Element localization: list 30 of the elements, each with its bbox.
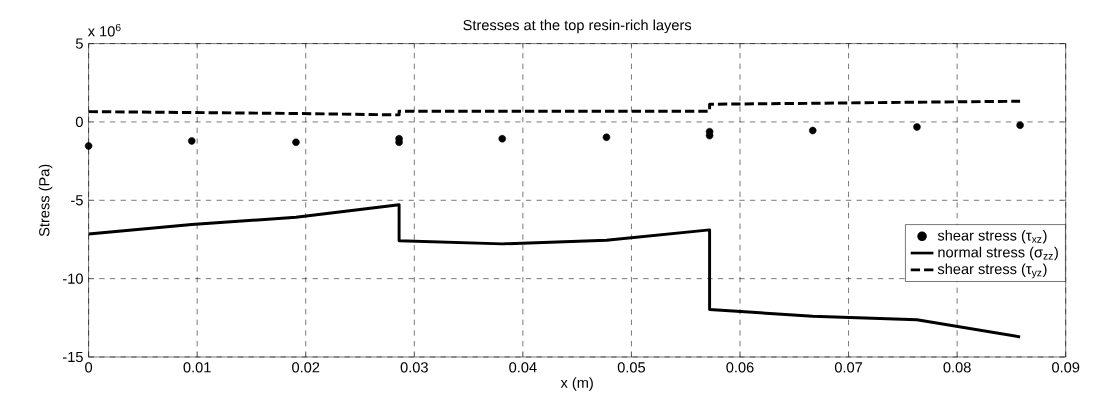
point: [84, 142, 93, 150]
x-axis-title: x (m): [560, 377, 593, 391]
y-tick-label: -5: [71, 195, 83, 206]
x-tick-label: 0.09: [1052, 362, 1080, 373]
x-tick-label: 0.04: [509, 362, 537, 373]
x-tick-label: 0.05: [617, 362, 646, 373]
x-tick-label: 0: [85, 362, 93, 373]
x-tick-label: 0.02: [292, 362, 320, 373]
point: [913, 123, 921, 131]
text: x 10$^{6}$: [87, 23, 121, 37]
point: [292, 138, 300, 147]
x-tick-label: 0.08: [943, 362, 971, 373]
point: [1016, 121, 1024, 129]
legend-label: normal stress (σ$_{zz}$): [938, 246, 1058, 261]
y-tick-label: 5: [75, 38, 83, 49]
x-tick-label: 0.07: [834, 362, 863, 373]
x-tick-label: 0.01: [183, 362, 211, 373]
x-tick-label: 0.03: [400, 362, 428, 373]
point: [498, 134, 506, 143]
point: [809, 126, 817, 135]
chart-title: Stresses at the top resin-rich layers: [463, 19, 692, 34]
point: [188, 137, 196, 145]
point: [602, 133, 611, 142]
y-tick-label: -10: [62, 273, 83, 284]
x-tick-label: 0.06: [726, 362, 754, 373]
legend-label: shear stress (τ$_{xz}$): [937, 229, 1047, 244]
y-tick-label: -15: [62, 351, 83, 363]
y-tick-label: 0: [75, 116, 83, 128]
y-axis-title: Stress (Pa): [38, 164, 53, 237]
legend-label: shear stress (τ$_{yz}$): [937, 263, 1047, 279]
